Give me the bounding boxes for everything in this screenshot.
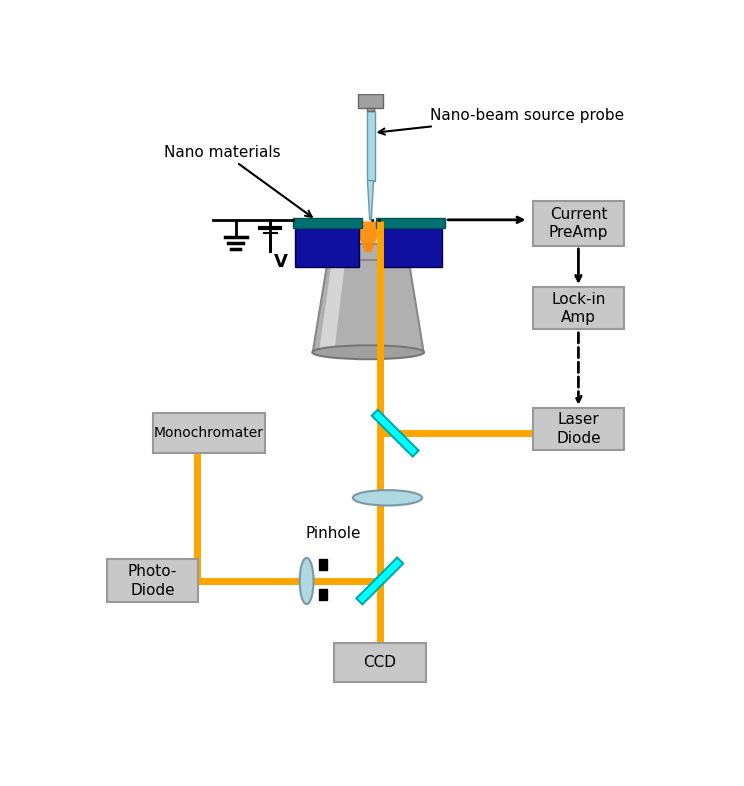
Text: Lock-in
Amp: Lock-in Amp [551,292,606,325]
Text: Nano-beam source probe: Nano-beam source probe [379,108,624,134]
FancyBboxPatch shape [292,218,362,228]
Ellipse shape [300,558,313,604]
FancyBboxPatch shape [295,228,359,266]
Polygon shape [353,222,384,252]
Text: Nano materials: Nano materials [164,145,312,217]
FancyBboxPatch shape [376,218,445,228]
FancyBboxPatch shape [107,560,198,602]
FancyBboxPatch shape [533,201,624,246]
Polygon shape [319,248,347,352]
Ellipse shape [312,345,424,359]
Ellipse shape [353,490,422,505]
Polygon shape [372,410,419,457]
Text: Monochromater: Monochromater [154,426,264,440]
Polygon shape [356,557,403,604]
Text: Pinhole: Pinhole [306,526,362,541]
FancyBboxPatch shape [333,643,426,681]
Text: CCD: CCD [363,655,397,670]
FancyBboxPatch shape [367,108,374,112]
FancyBboxPatch shape [319,560,327,570]
Text: V: V [275,253,288,271]
FancyBboxPatch shape [319,590,327,601]
FancyBboxPatch shape [367,112,375,181]
Text: Laser
Diode: Laser Diode [556,413,600,446]
Text: Photo-
Diode: Photo- Diode [128,564,177,598]
FancyBboxPatch shape [378,228,442,266]
Polygon shape [368,181,373,220]
FancyBboxPatch shape [358,94,383,108]
Text: Current
PreAmp: Current PreAmp [548,207,608,241]
FancyBboxPatch shape [533,408,624,450]
Polygon shape [312,248,423,352]
FancyBboxPatch shape [153,413,265,454]
FancyBboxPatch shape [533,287,624,329]
FancyBboxPatch shape [338,244,399,260]
